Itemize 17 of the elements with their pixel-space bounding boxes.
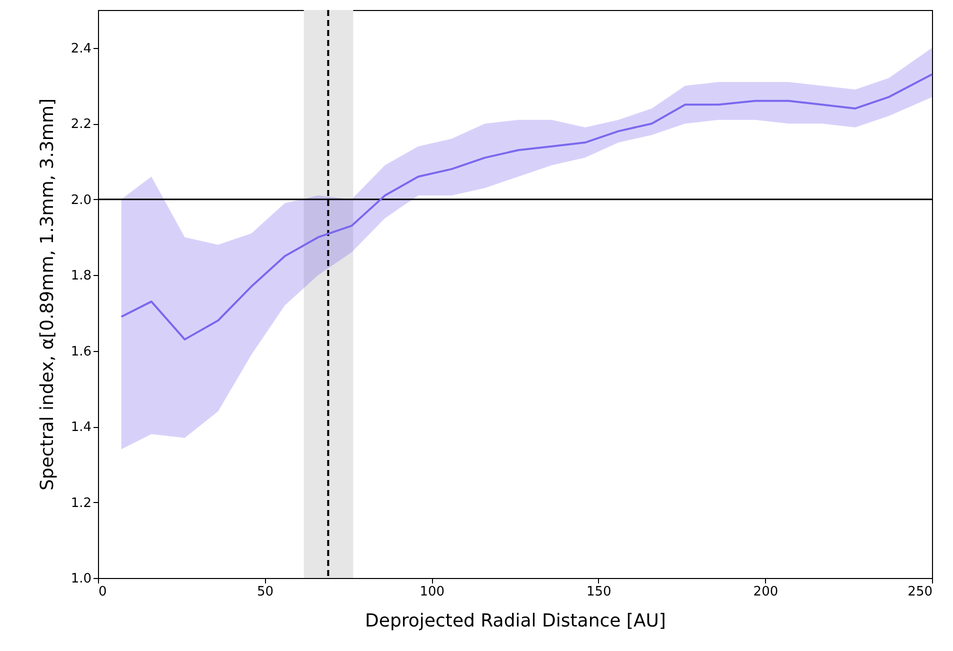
y-tick-label: 2.2 [70, 117, 92, 132]
y-tick-label: 1.0 [70, 572, 92, 586]
x-tick-label: 150 [586, 584, 612, 600]
x-tick-label: 0 [98, 584, 107, 600]
y-tick-label: 1.6 [70, 344, 92, 360]
x-tick-label: 100 [420, 584, 445, 600]
x-tick-label: 200 [753, 584, 778, 600]
line-series [120, 73, 933, 340]
y-tick-label: 1.8 [70, 268, 92, 284]
x-axis-title: Deprojected Radial Distance [AU] [365, 610, 666, 632]
x-tick-label: 250 [908, 584, 932, 600]
x-tick-label: 50 [257, 584, 274, 600]
y-tick-label: 2.0 [70, 192, 92, 208]
y-tick-label: 1.4 [70, 420, 92, 436]
y-tick-label: 2.4 [70, 41, 92, 56]
y-axis-title: Spectral index, α[0.89mm, 1.3mm, 3.3mm] [36, 98, 58, 491]
y-tick-label: 1.2 [70, 496, 92, 511]
